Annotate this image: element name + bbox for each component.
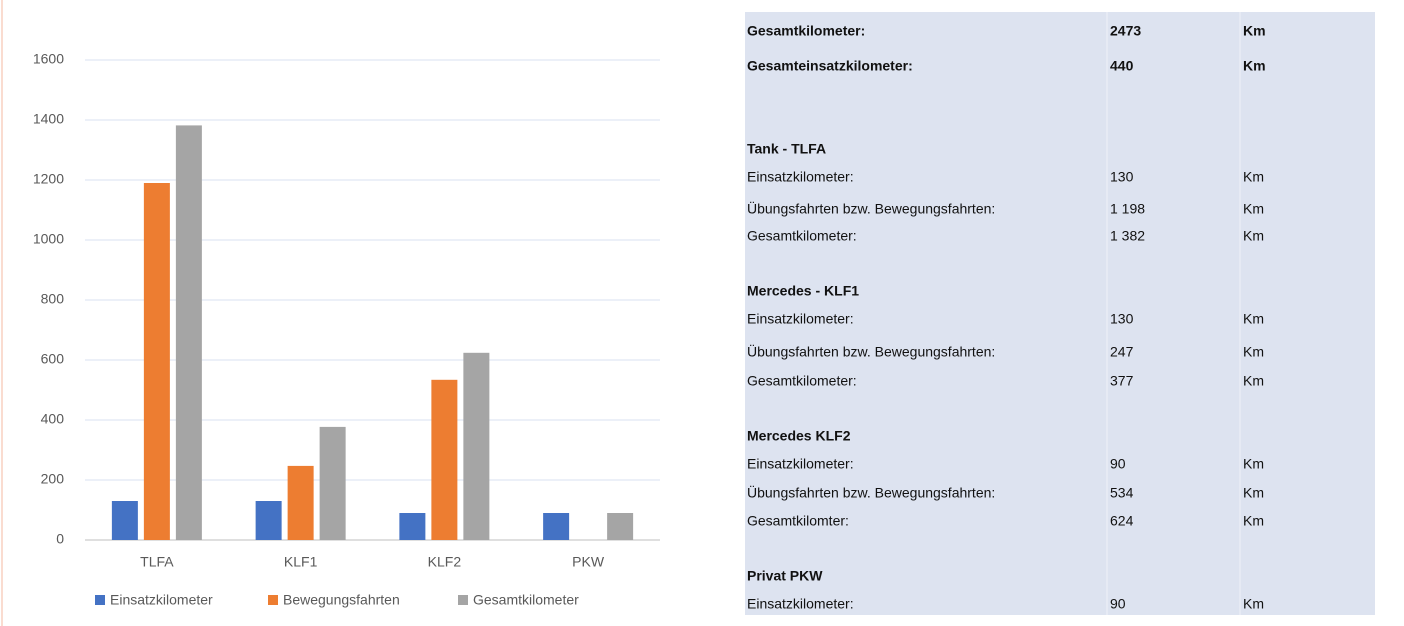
legend-swatch <box>95 595 105 605</box>
table-cell: Km <box>1243 513 1264 529</box>
table-cell: Km <box>1243 58 1266 74</box>
table-cell: Einsatzkilometer: <box>747 311 854 327</box>
bar <box>255 501 282 540</box>
table-cell: Einsatzkilometer: <box>747 596 854 612</box>
table-cell: Km <box>1243 456 1264 472</box>
bar <box>431 379 458 540</box>
table-cell: Privat PKW <box>747 568 823 584</box>
x-tick-label: KLF1 <box>284 554 318 570</box>
table-cell: Mercedes - KLF1 <box>747 283 859 299</box>
table-cell: Übungsfahrten bzw. Bewegungsfahrten: <box>747 343 995 360</box>
bar <box>607 513 634 540</box>
table-cell: 247 <box>1110 344 1134 360</box>
table-cell: 534 <box>1110 485 1134 501</box>
y-tick-label: 1000 <box>33 231 64 247</box>
table-cell: Km <box>1243 596 1264 612</box>
bar <box>143 183 170 540</box>
table-cell: Mercedes KLF2 <box>747 428 851 444</box>
x-tick-label: KLF2 <box>428 554 462 570</box>
table-cell: Übungsfahrten bzw. Bewegungsfahrten: <box>747 200 995 217</box>
legend-swatch <box>458 595 468 605</box>
y-tick-label: 200 <box>41 471 65 487</box>
y-tick-label: 1600 <box>33 51 64 67</box>
table-cell: 377 <box>1110 373 1134 389</box>
table-cell: Tank - TLFA <box>747 141 826 157</box>
table-cell: 440 <box>1110 58 1134 74</box>
y-tick-label: 1200 <box>33 171 64 187</box>
bar <box>399 513 426 540</box>
bar <box>543 513 570 540</box>
table-background <box>745 12 1375 615</box>
table-cell: 90 <box>1110 456 1126 472</box>
table: Gesamtkilometer: 2473 Km Gesamteinsatzkilom… <box>747 23 1266 612</box>
table-cell: Gesamtkilometer: <box>747 228 857 244</box>
y-tick-label: 1400 <box>33 111 64 127</box>
bar <box>463 352 490 540</box>
table-cell: 130 <box>1110 169 1134 185</box>
table-cell: 130 <box>1110 311 1134 327</box>
table-cell: Km <box>1243 485 1264 501</box>
x-tick-label: TLFA <box>140 554 174 570</box>
table-cell: 1 198 <box>1110 201 1145 217</box>
table-cell: 2473 <box>1110 23 1141 39</box>
legend-label: Gesamtkilometer <box>473 592 579 608</box>
y-tick-label: 800 <box>41 291 65 307</box>
y-tick-label: 400 <box>41 411 65 427</box>
table-cell: Km <box>1243 311 1264 327</box>
bar <box>287 465 314 540</box>
y-tick-label: 600 <box>41 351 65 367</box>
y-tick-label: 0 <box>56 531 64 547</box>
table-cell: Km <box>1243 228 1264 244</box>
table-cell: Km <box>1243 201 1264 217</box>
table-cell: Einsatzkilometer: <box>747 169 854 185</box>
table-cell: Km <box>1243 169 1264 185</box>
table-cell: Gesamtkilometer: <box>747 373 857 389</box>
table-cell: 90 <box>1110 596 1126 612</box>
legend-label: Einsatzkilometer <box>110 592 213 608</box>
table-cell: Gesamteinsatzkilometer: <box>747 58 913 74</box>
bar <box>175 125 202 541</box>
legend-label: Bewegungsfahrten <box>283 592 400 608</box>
table-cell: Einsatzkilometer: <box>747 456 854 472</box>
x-tick-label: PKW <box>572 554 605 570</box>
table-cell: Km <box>1243 344 1264 360</box>
table-cell: 1 382 <box>1110 228 1145 244</box>
table-cell: Km <box>1243 23 1266 39</box>
table-cell: Übungsfahrten bzw. Bewegungsfahrten: <box>747 484 995 501</box>
bar <box>319 426 346 540</box>
bar <box>111 501 138 540</box>
table-cell: 624 <box>1110 513 1134 529</box>
table-cell: Gesamtkilomter: <box>747 513 849 529</box>
table-cell: Km <box>1243 373 1264 389</box>
table-cell: Gesamtkilometer: <box>747 23 865 39</box>
legend-swatch <box>268 595 278 605</box>
